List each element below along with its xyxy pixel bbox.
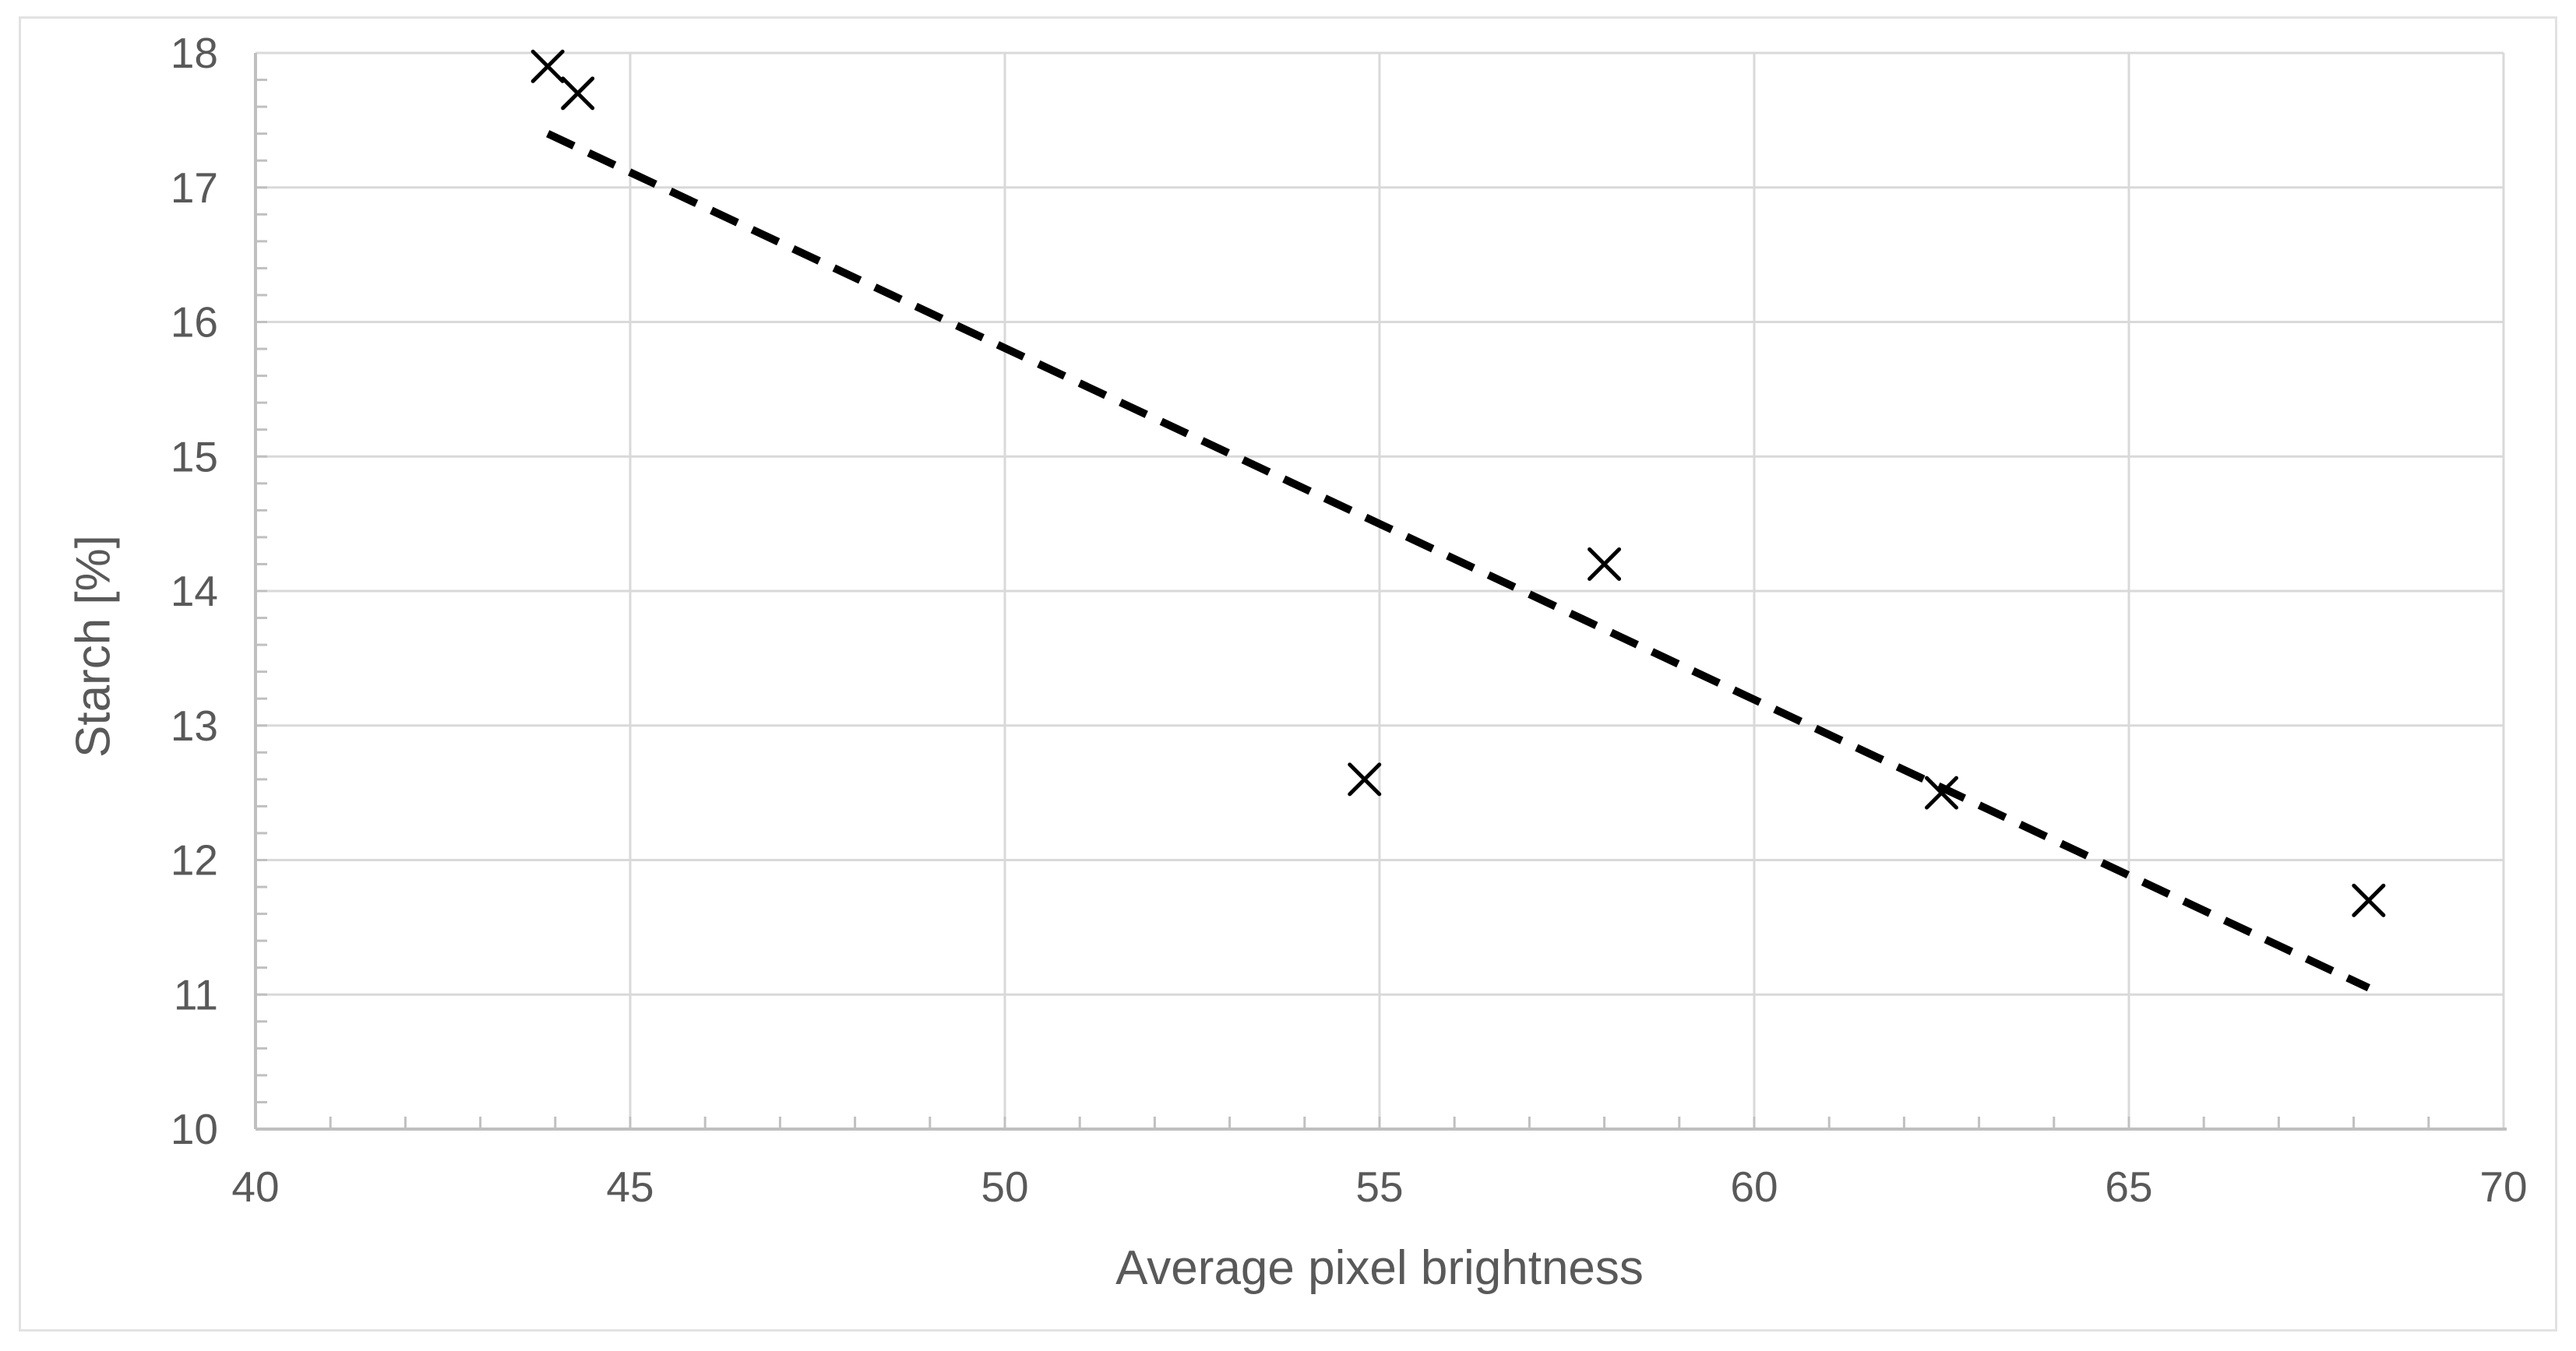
trendline bbox=[546, 130, 2370, 992]
x-tick-label: 55 bbox=[1355, 1163, 1403, 1211]
x-tick-label: 65 bbox=[2105, 1163, 2152, 1211]
y-tick-label: 17 bbox=[171, 164, 218, 212]
x-tick-label: 60 bbox=[1730, 1163, 1778, 1211]
y-tick-label: 15 bbox=[171, 432, 218, 480]
y-tick-label: 10 bbox=[171, 1105, 218, 1153]
data-point-marker bbox=[2352, 883, 2386, 917]
data-point-marker bbox=[1925, 776, 1958, 810]
data-point-marker bbox=[561, 76, 595, 111]
chart-border bbox=[19, 16, 2557, 1332]
x-tick-label: 45 bbox=[606, 1163, 654, 1211]
y-tick-label: 14 bbox=[171, 567, 218, 615]
y-axis-title: Starch [%] bbox=[66, 535, 121, 758]
x-axis-title: Average pixel brightness bbox=[1115, 1241, 1644, 1295]
x-tick-label: 40 bbox=[231, 1163, 279, 1211]
y-tick-label: 11 bbox=[174, 970, 218, 1019]
y-tick-label: 18 bbox=[171, 29, 218, 77]
y-tick-label: 13 bbox=[171, 702, 218, 750]
x-tick-label: 50 bbox=[981, 1163, 1028, 1211]
data-point-marker bbox=[530, 49, 565, 83]
x-tick-label: 70 bbox=[2479, 1163, 2527, 1211]
data-point-marker bbox=[1348, 762, 1382, 797]
y-tick-label: 12 bbox=[171, 836, 218, 885]
data-point-marker bbox=[1588, 547, 1622, 581]
y-tick-label: 16 bbox=[171, 298, 218, 347]
